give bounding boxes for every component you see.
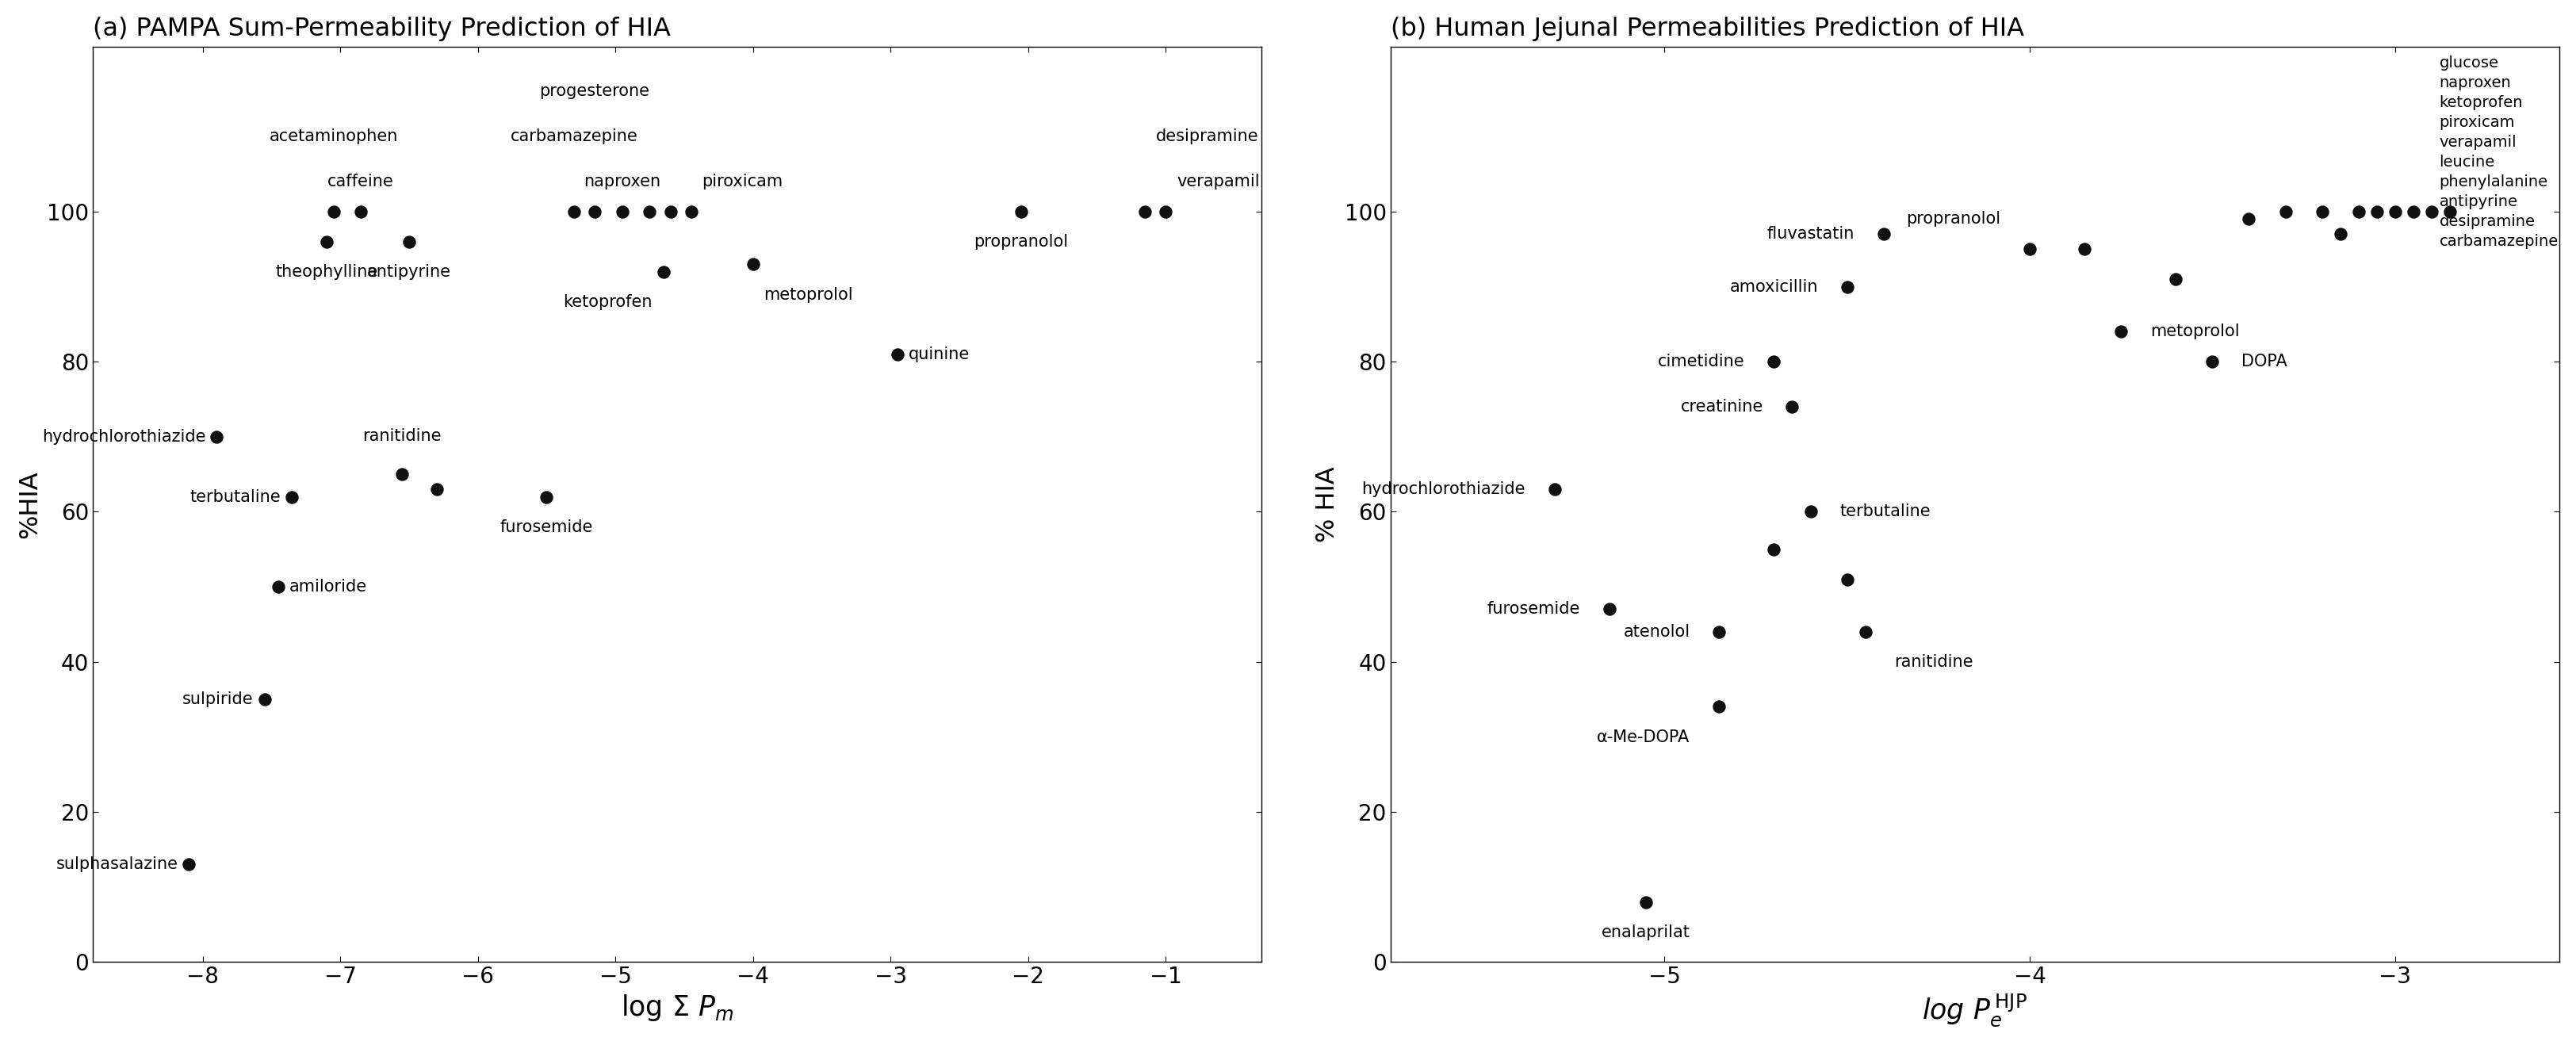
Text: amiloride: amiloride <box>289 579 368 595</box>
Text: hydrochlorothiazide: hydrochlorothiazide <box>41 428 206 445</box>
Point <box>258 579 299 596</box>
Text: cimetidine: cimetidine <box>1659 354 1744 370</box>
Point <box>2099 323 2141 340</box>
Text: carbamazepine: carbamazepine <box>510 129 639 144</box>
Point <box>312 204 353 220</box>
Text: ranitidine: ranitidine <box>363 428 440 444</box>
Point <box>2063 240 2105 257</box>
Point <box>526 488 567 505</box>
Text: α-Me-DOPA: α-Me-DOPA <box>1597 729 1690 745</box>
Text: fluvastatin: fluvastatin <box>1767 226 1855 242</box>
Point <box>2192 353 2233 370</box>
Text: piroxicam: piroxicam <box>703 173 783 189</box>
Point <box>415 481 456 497</box>
Text: (a) PAMPA Sum-Permeability Prediction of HIA: (a) PAMPA Sum-Permeability Prediction of… <box>93 17 670 41</box>
Point <box>2300 204 2342 220</box>
Point <box>2009 240 2050 257</box>
Point <box>876 346 917 363</box>
Point <box>644 263 685 280</box>
Point <box>340 204 381 220</box>
Text: ranitidine: ranitidine <box>1893 654 1973 670</box>
Text: theophylline: theophylline <box>276 264 379 280</box>
Point <box>1625 893 1667 910</box>
Text: terbutaline: terbutaline <box>1839 504 1929 519</box>
Text: hydrochlorothiazide: hydrochlorothiazide <box>1363 482 1525 497</box>
Text: (b) Human Jejunal Permeabilities Prediction of HIA: (b) Human Jejunal Permeabilities Predict… <box>1391 17 2025 41</box>
Text: antipyrine: antipyrine <box>366 264 451 280</box>
Point <box>1754 541 1795 558</box>
Point <box>1144 204 1185 220</box>
Text: atenolol: atenolol <box>1623 624 1690 640</box>
Point <box>1826 278 1868 295</box>
Point <box>1772 398 1814 415</box>
Point <box>307 233 348 250</box>
Text: enalaprilat: enalaprilat <box>1602 925 1690 940</box>
Text: propranolol: propranolol <box>1906 211 2002 227</box>
Point <box>2156 271 2197 287</box>
Point <box>1535 481 1577 497</box>
Point <box>270 488 312 505</box>
Point <box>2339 204 2380 220</box>
Point <box>2393 204 2434 220</box>
Text: creatinine: creatinine <box>1680 399 1762 415</box>
X-axis label: $\mathrm{log}\ \Sigma\ \mathit{P}_{m}$: $\mathrm{log}\ \Sigma\ \mathit{P}_{m}$ <box>621 993 734 1023</box>
Text: progesterone: progesterone <box>538 84 649 99</box>
Point <box>1698 698 1739 715</box>
Point <box>1589 601 1631 618</box>
Point <box>603 204 644 220</box>
Point <box>554 204 595 220</box>
Text: caffeine: caffeine <box>327 173 394 189</box>
Point <box>670 204 711 220</box>
Point <box>2375 204 2416 220</box>
Y-axis label: %HIA: %HIA <box>18 470 41 538</box>
X-axis label: $\mathit{log}\ \mathit{P}_{e}^{\,\mathrm{HJP}}$: $\mathit{log}\ \mathit{P}_{e}^{\,\mathrm… <box>1922 993 2027 1028</box>
Point <box>999 204 1041 220</box>
Point <box>574 204 616 220</box>
Point <box>629 204 670 220</box>
Text: naproxen: naproxen <box>585 173 659 189</box>
Point <box>2429 204 2470 220</box>
Text: sulphasalazine: sulphasalazine <box>57 857 178 873</box>
Point <box>389 233 430 250</box>
Point <box>2318 226 2360 242</box>
Text: furosemide: furosemide <box>500 519 592 535</box>
Text: acetaminophen: acetaminophen <box>268 129 397 144</box>
Point <box>2228 211 2269 228</box>
Text: DOPA: DOPA <box>2241 354 2287 370</box>
Text: quinine: quinine <box>909 346 969 363</box>
Point <box>1826 571 1868 587</box>
Point <box>167 856 209 873</box>
Text: sulpiride: sulpiride <box>183 692 252 707</box>
Point <box>1862 226 1904 242</box>
Point <box>1123 204 1164 220</box>
Text: glucose
naproxen
ketoprofen
piroxicam
verapamil
leucine
phenylalanine
antipyrine: glucose naproxen ketoprofen piroxicam ve… <box>2439 55 2558 249</box>
Text: ketoprofen: ketoprofen <box>564 294 652 310</box>
Point <box>1790 504 1832 520</box>
Text: desipramine: desipramine <box>1157 129 1260 144</box>
Y-axis label: % HIA: % HIA <box>1316 466 1340 542</box>
Point <box>649 204 690 220</box>
Point <box>2264 204 2306 220</box>
Point <box>2357 204 2398 220</box>
Text: furosemide: furosemide <box>1486 601 1579 618</box>
Text: terbutaline: terbutaline <box>191 489 281 505</box>
Text: verapamil: verapamil <box>1177 173 1260 189</box>
Text: metoprolol: metoprolol <box>765 286 853 302</box>
Point <box>381 466 422 483</box>
Point <box>732 256 773 273</box>
Point <box>196 428 237 445</box>
Text: propranolol: propranolol <box>974 234 1069 250</box>
Point <box>1698 624 1739 641</box>
Point <box>2411 204 2452 220</box>
Point <box>1844 624 1886 641</box>
Point <box>1754 353 1795 370</box>
Text: metoprolol: metoprolol <box>2151 324 2239 340</box>
Text: amoxicillin: amoxicillin <box>1728 279 1819 295</box>
Point <box>245 691 286 707</box>
